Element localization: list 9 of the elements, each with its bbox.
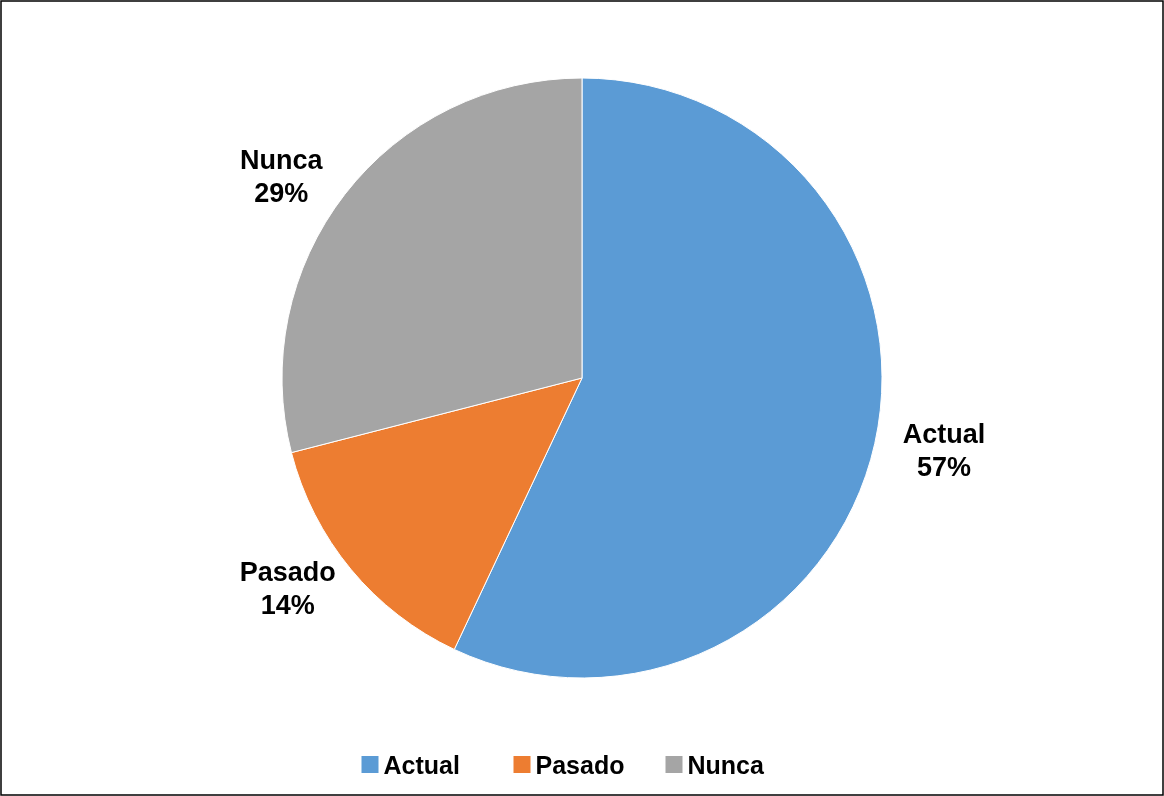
data-label: 57% <box>917 451 972 482</box>
data-label: 29% <box>254 177 309 208</box>
slice-label: Nunca <box>239 144 324 175</box>
slice-label: Pasado <box>239 557 336 588</box>
slice-label: Actual <box>902 418 986 449</box>
legend-label: Actual <box>383 751 460 779</box>
legend-label: Nunca <box>687 751 765 779</box>
data-label: 14% <box>260 590 315 621</box>
legend-label: Pasado <box>535 751 625 779</box>
